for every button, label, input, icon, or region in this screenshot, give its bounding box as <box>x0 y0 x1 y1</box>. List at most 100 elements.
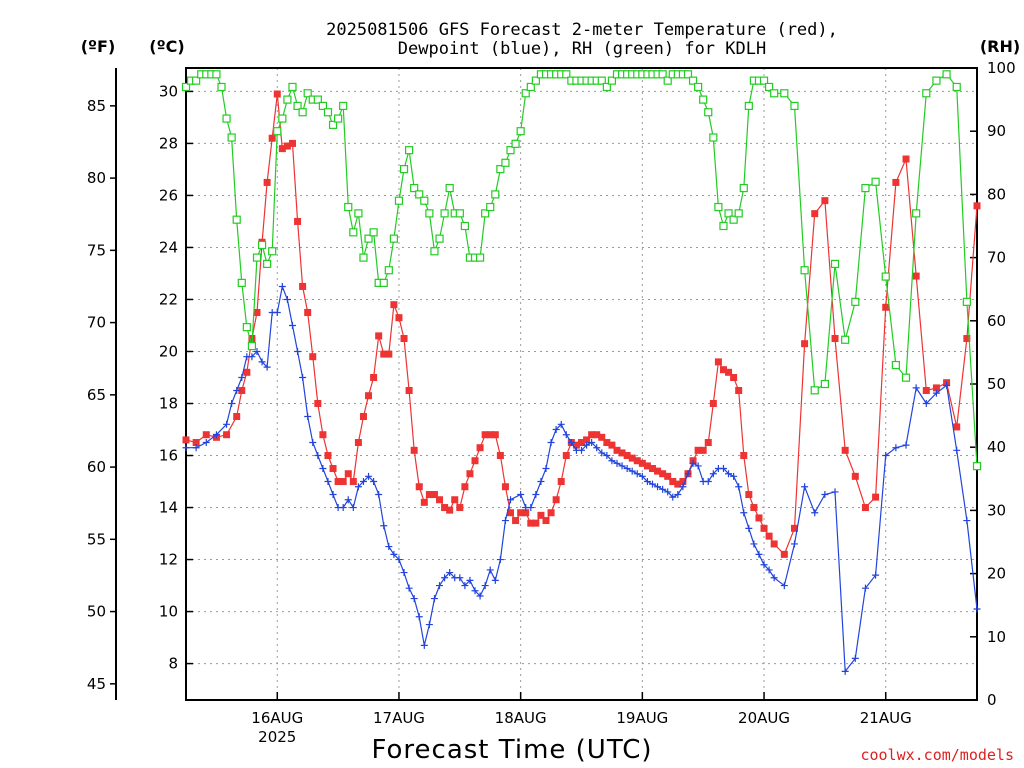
dewpoint-point <box>223 420 231 428</box>
temperature-point <box>831 334 839 342</box>
temperature-point <box>841 446 849 454</box>
temperature-point <box>512 517 520 525</box>
dewpoint-point <box>329 491 337 499</box>
temperature-point <box>679 478 687 486</box>
dewpoint-point <box>390 550 398 558</box>
rh-point <box>323 108 333 117</box>
dewpoint-point <box>507 496 515 504</box>
dewpoint-point <box>613 459 621 467</box>
rh-point <box>288 82 297 92</box>
temperature-point <box>664 472 672 480</box>
rh-point <box>349 228 358 237</box>
temperature-point <box>501 483 509 491</box>
dewpoint-point <box>365 472 373 480</box>
rh-point <box>389 234 398 243</box>
rh-point <box>759 76 769 85</box>
temperature-point <box>618 449 626 457</box>
dewpoint-point <box>212 431 220 439</box>
axes: 45 50 55 60 65 70 75 80 85 8 10 12 14 16 18 20 22 24 26 28 3… <box>87 59 1016 746</box>
rh-tick-label: 70 <box>987 249 1006 267</box>
temperature-point <box>608 441 616 449</box>
temperature-point <box>380 350 388 358</box>
rh-point <box>871 177 880 186</box>
dewpoint-point <box>638 472 646 480</box>
temperature-point <box>182 436 190 444</box>
dewpoint-point <box>314 452 322 460</box>
fahrenheit-tick-label: 55 <box>87 530 106 548</box>
temperature-point <box>801 340 809 348</box>
temperature-point <box>476 444 484 452</box>
dewpoint-point <box>238 373 246 381</box>
temperature-point <box>314 400 322 408</box>
rh-point <box>704 108 713 117</box>
rh-point <box>744 101 753 111</box>
temperature-point <box>719 366 727 374</box>
dewpoint-point <box>299 373 307 381</box>
rh-point <box>962 297 971 306</box>
dewpoint-point <box>324 478 332 486</box>
dewpoint-point <box>410 595 418 603</box>
temperature-point <box>735 387 743 395</box>
rh-point <box>526 82 535 92</box>
dewpoint-point <box>476 592 484 600</box>
rh-point <box>440 209 449 218</box>
temperature-point <box>278 145 286 153</box>
rh-point <box>658 70 667 79</box>
temperature-point <box>446 506 454 514</box>
dewpoint-point <box>405 584 413 592</box>
rh-point <box>242 323 251 332</box>
celsius-tick-label: 30 <box>159 82 178 100</box>
rh-point <box>734 209 743 218</box>
temperature-point <box>851 472 859 480</box>
temperature-point <box>882 303 890 311</box>
temperature-point <box>456 504 464 512</box>
dewpoint-point <box>304 413 312 421</box>
rh-point <box>318 101 328 111</box>
dewpoint-point <box>811 509 819 517</box>
temperature-point <box>354 439 362 447</box>
temperature-line <box>185 93 978 556</box>
dewpoint-line <box>186 284 978 674</box>
celsius-tick-label: 26 <box>159 186 178 204</box>
dewpoint-point <box>182 444 190 452</box>
dewpoint-point <box>872 571 880 579</box>
rh-point <box>293 101 302 111</box>
dewpoint-point <box>648 480 656 488</box>
celsius-tick-label: 24 <box>159 238 178 256</box>
dewpoint-point <box>932 389 940 397</box>
rh-line <box>185 73 978 467</box>
dewpoint-point <box>709 470 717 478</box>
temperature-point <box>694 446 702 454</box>
rh-point <box>247 341 257 351</box>
temperature-point <box>963 334 971 342</box>
dewpoint-point <box>471 587 479 595</box>
grid <box>186 68 977 700</box>
dewpoint-point <box>370 478 378 486</box>
rh-point <box>683 70 693 79</box>
dewpoint-point <box>446 569 454 577</box>
rh-point <box>212 70 221 79</box>
temperature-point <box>704 439 712 447</box>
dewpoint-point <box>679 483 687 491</box>
rh-point <box>435 234 444 243</box>
temperature-point <box>385 350 393 358</box>
fahrenheit-tick-label: 60 <box>87 458 106 476</box>
temperature-point <box>451 496 459 504</box>
data-series <box>181 70 982 675</box>
fahrenheit-tick-label: 70 <box>87 314 106 332</box>
dewpoint-point <box>755 550 763 558</box>
celsius-tick-label: 18 <box>159 395 178 413</box>
fahrenheit-tick-label: 80 <box>87 169 106 187</box>
temperature-point <box>811 210 819 218</box>
rh-point <box>932 76 941 85</box>
temperature-point <box>654 467 662 475</box>
temperature-point <box>547 509 555 517</box>
rh-point <box>506 146 515 155</box>
temperature-point <box>263 178 271 186</box>
celsius-tick-label: 20 <box>159 342 178 360</box>
temperature-point <box>253 308 261 316</box>
dewpoint-point <box>633 470 641 478</box>
rh-point <box>800 266 809 275</box>
temperature-point <box>745 491 753 499</box>
dewpoint-point <box>233 387 241 395</box>
